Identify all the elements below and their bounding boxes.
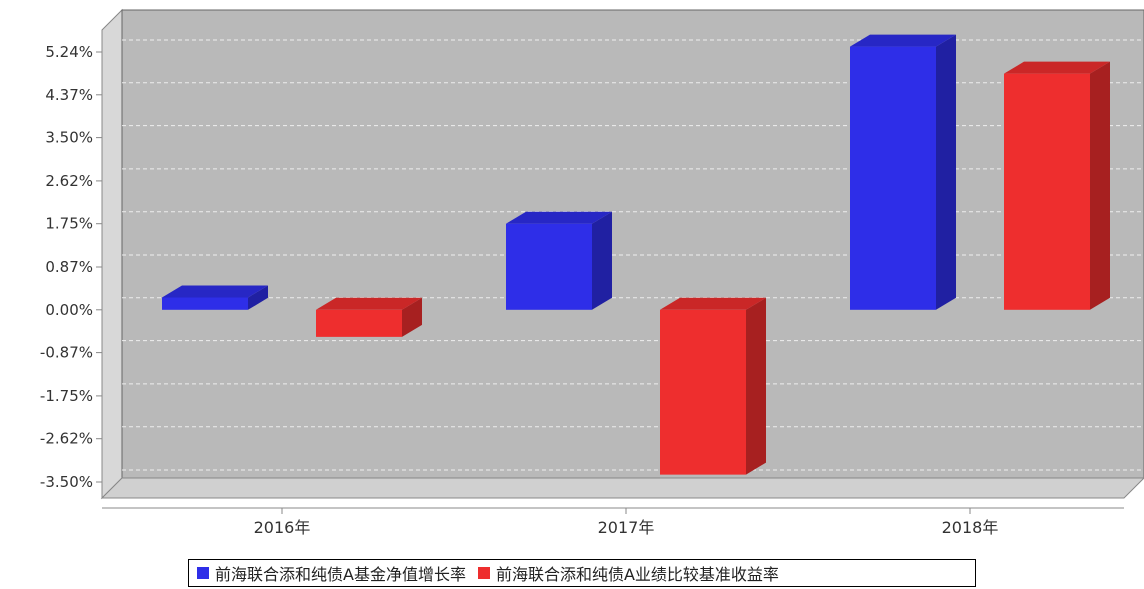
plot-side-wall — [101, 8, 123, 500]
y-tick-label: -2.62% — [40, 430, 93, 448]
bar-top — [316, 297, 422, 310]
legend-swatch-benchmark — [477, 567, 490, 579]
bar — [1004, 61, 1110, 310]
y-tick-label: 0.00% — [45, 301, 93, 319]
bar — [506, 211, 612, 310]
bar-top — [660, 297, 766, 310]
bar-side — [936, 34, 956, 310]
x-tick-label: 2017年 — [598, 518, 655, 537]
bar-top — [1004, 61, 1110, 74]
y-tick-label: 2.62% — [45, 172, 93, 190]
legend: 前海联合添和纯债A基金净值增长率 前海联合添和纯债A业绩比较基准收益率 — [188, 559, 976, 587]
bar-front — [660, 309, 746, 475]
bar-front — [506, 223, 592, 310]
grid-lines — [122, 39, 1144, 471]
bar-top — [162, 285, 268, 298]
bar-side — [248, 285, 268, 310]
bars — [162, 34, 1110, 475]
y-axis-ticks: 5.24% 4.37% 3.50% 2.62% 1.75% 0.87% 0.00% -0.87… — [40, 43, 102, 491]
y-tick-label: -1.75% — [40, 387, 93, 405]
x-tick-label: 2016年 — [254, 518, 311, 537]
bar-front — [162, 297, 248, 310]
bar — [162, 285, 268, 310]
bar-side — [1090, 61, 1110, 310]
plot-back-wall — [121, 9, 1144, 479]
legend-label-nav: 前海联合添和纯债A基金净值增长率 — [215, 565, 466, 584]
x-axis-ticks: 2016年 2017年 2018年 — [254, 508, 999, 537]
legend-item-nav: 前海联合添和纯债A基金净值增长率 — [197, 561, 466, 585]
bar-front — [850, 46, 936, 310]
y-tick-label: 0.87% — [45, 258, 93, 276]
bar-top — [506, 211, 612, 224]
y-tick-label: -3.50% — [40, 473, 93, 491]
y-tick-label: 1.75% — [45, 215, 93, 233]
bar-side — [402, 297, 422, 337]
bar-front — [1004, 73, 1090, 310]
y-tick-label: -0.87% — [40, 344, 93, 362]
bar-front — [316, 309, 402, 337]
bar — [660, 297, 766, 475]
legend-label-benchmark: 前海联合添和纯债A业绩比较基准收益率 — [495, 565, 779, 584]
bar — [850, 34, 956, 310]
bar-top — [850, 34, 956, 47]
plot-floor — [100, 477, 1144, 499]
y-tick-label: 3.50% — [45, 129, 93, 147]
bar-side — [746, 297, 766, 475]
bar — [316, 297, 422, 337]
y-tick-label: 5.24% — [45, 43, 93, 61]
legend-swatch-nav — [197, 567, 209, 579]
x-tick-label: 2018年 — [942, 518, 999, 537]
y-tick-label: 4.37% — [45, 86, 93, 104]
bar-side — [592, 211, 612, 310]
legend-item-benchmark: 前海联合添和纯债A业绩比较基准收益率 — [477, 561, 779, 585]
